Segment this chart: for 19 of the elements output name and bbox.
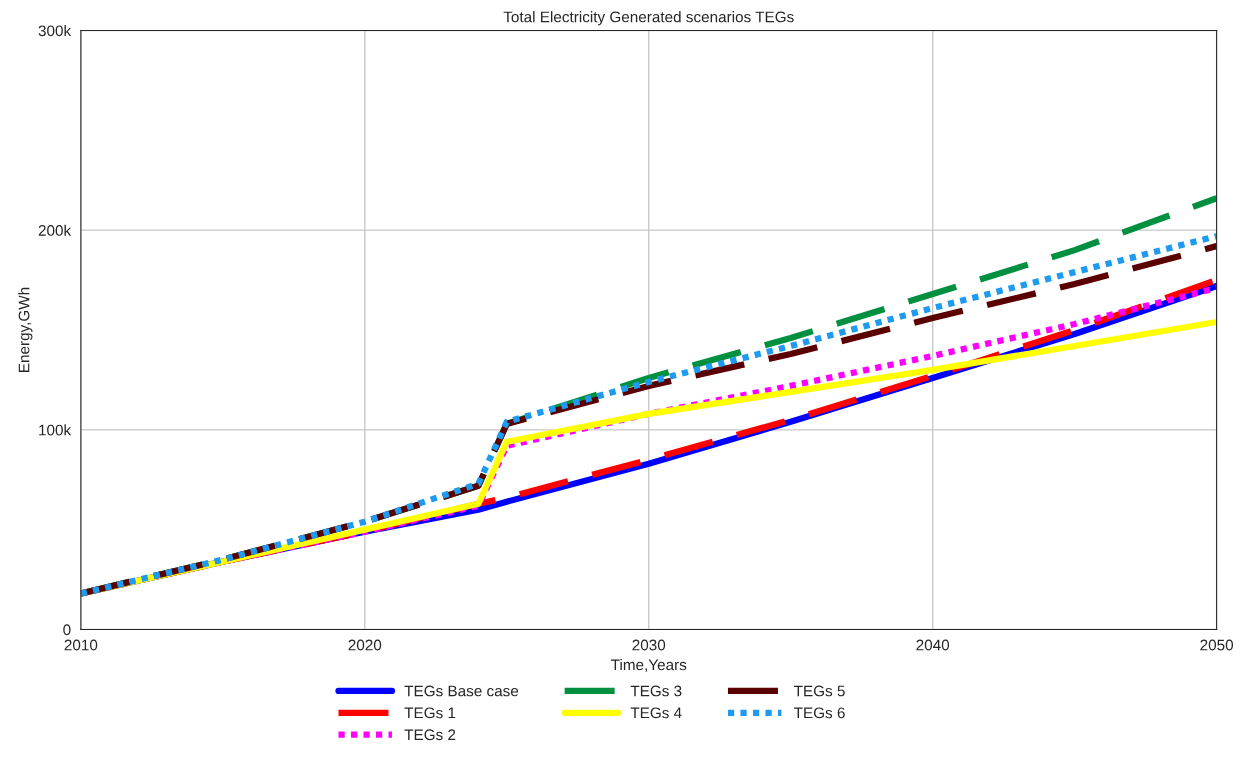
y-tick-label: 200k bbox=[38, 224, 72, 236]
legend-label: TEGs 5 bbox=[793, 685, 845, 697]
x-tick-label: 2050 bbox=[1200, 639, 1234, 651]
y-tick-label: 0 bbox=[63, 624, 71, 636]
legend-label: TEGs 1 bbox=[404, 707, 456, 719]
legend-label: TEGs Base case bbox=[404, 685, 519, 697]
x-tick-label: 2020 bbox=[348, 639, 382, 651]
y-axis-title: Energy,GWh bbox=[18, 287, 33, 372]
legend-label: TEGs 2 bbox=[404, 729, 456, 741]
x-tick-label: 2010 bbox=[64, 639, 98, 651]
x-tick-label: 2040 bbox=[916, 639, 950, 651]
legend-label: TEGs 4 bbox=[630, 707, 682, 719]
legend-label: TEGs 3 bbox=[630, 685, 682, 697]
chart-title: Total Electricity Generated scenarios TEGs bbox=[503, 11, 794, 26]
y-tick-label: 100k bbox=[39, 424, 72, 436]
legend-label: TEGs 6 bbox=[793, 707, 845, 719]
y-tick-label: 300k bbox=[38, 24, 72, 37]
x-tick-label: 2030 bbox=[632, 639, 666, 651]
x-axis-title: Time,Years bbox=[611, 658, 687, 673]
